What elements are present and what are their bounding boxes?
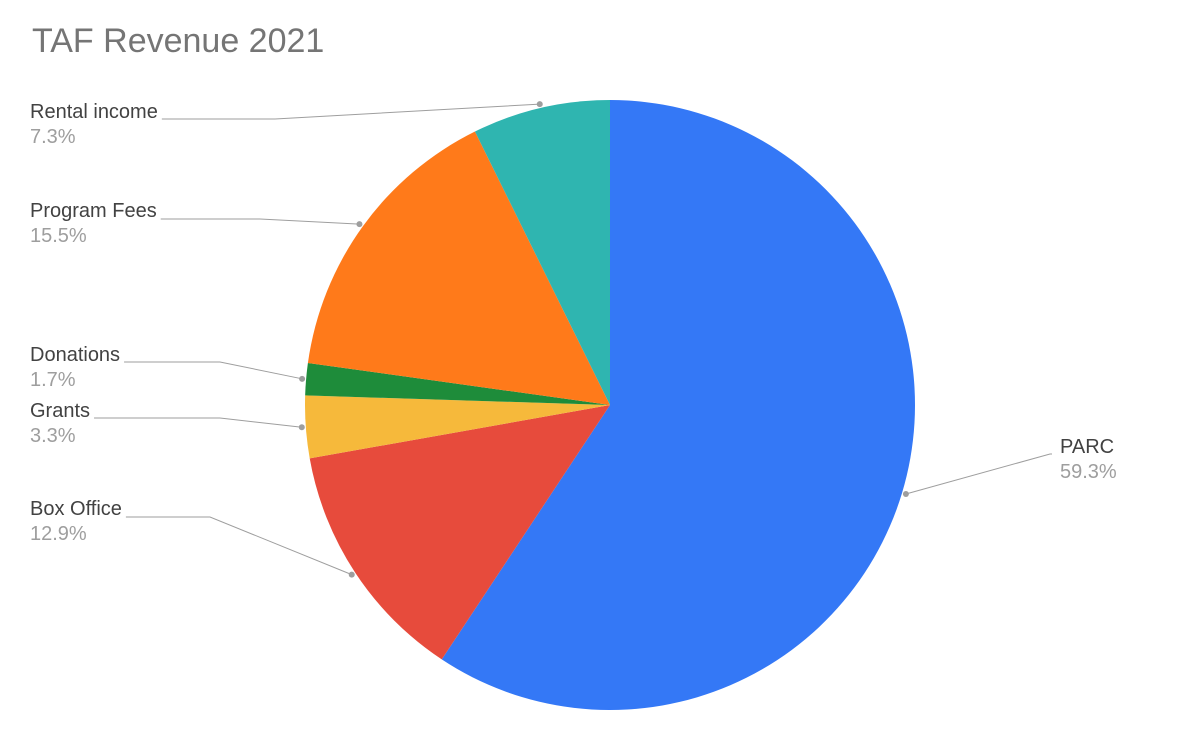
leader-dot [349, 572, 355, 578]
slice-label-name: Grants [30, 399, 90, 424]
leader-line [906, 454, 1052, 494]
slice-label-name: Rental income [30, 100, 158, 125]
leader-line [162, 104, 540, 119]
leader-dot [299, 376, 305, 382]
slice-label-donations: Donations1.7% [30, 343, 120, 393]
slice-label-pct: 15.5% [30, 224, 157, 249]
leader-line [94, 418, 302, 427]
leader-line [124, 362, 302, 379]
slice-label-program-fees: Program Fees15.5% [30, 199, 157, 249]
leader-line [161, 219, 360, 224]
slice-label-name: Program Fees [30, 199, 157, 224]
leader-dot [903, 491, 909, 497]
slice-label-pct: 1.7% [30, 368, 120, 393]
slice-label-rental-income: Rental income7.3% [30, 100, 158, 150]
slice-label-name: Box Office [30, 497, 122, 522]
leader-dot [356, 221, 362, 227]
slice-label-parc: PARC59.3% [1060, 435, 1117, 485]
slice-label-box-office: Box Office12.9% [30, 497, 122, 547]
slice-label-pct: 59.3% [1060, 460, 1117, 485]
pie-chart [0, 0, 1200, 742]
leader-dot [537, 101, 543, 107]
slice-label-pct: 3.3% [30, 424, 90, 449]
slice-label-name: PARC [1060, 435, 1117, 460]
slice-label-pct: 7.3% [30, 125, 158, 150]
slice-label-pct: 12.9% [30, 522, 122, 547]
slice-label-name: Donations [30, 343, 120, 368]
leader-dot [299, 424, 305, 430]
slice-label-grants: Grants3.3% [30, 399, 90, 449]
leader-line [126, 517, 352, 575]
